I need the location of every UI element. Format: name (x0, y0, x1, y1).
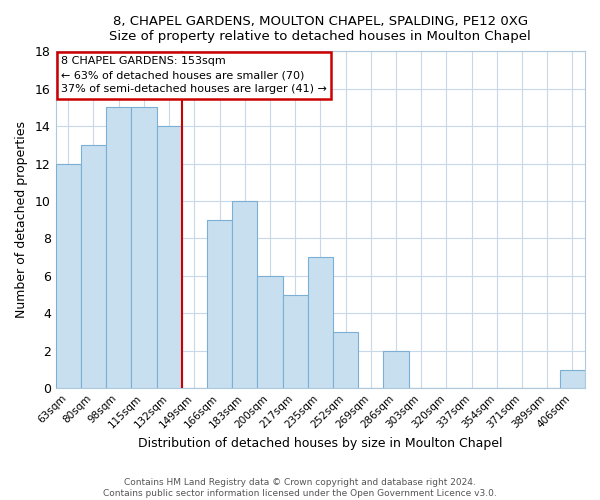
Bar (106, 108, 131, 388)
X-axis label: Distribution of detached houses by size in Moulton Chapel: Distribution of detached houses by size … (138, 437, 503, 450)
Bar (207, 220, 232, 388)
Bar (560, 370, 585, 388)
Bar (283, 294, 308, 388)
Text: 8 CHAPEL GARDENS: 153sqm
← 63% of detached houses are smaller (70)
37% of semi-d: 8 CHAPEL GARDENS: 153sqm ← 63% of detach… (61, 56, 327, 94)
Bar (157, 126, 182, 388)
Bar (308, 257, 333, 388)
Bar (81, 145, 106, 388)
Bar (333, 332, 358, 388)
Bar (232, 201, 257, 388)
Title: 8, CHAPEL GARDENS, MOULTON CHAPEL, SPALDING, PE12 0XG
Size of property relative : 8, CHAPEL GARDENS, MOULTON CHAPEL, SPALD… (109, 15, 531, 43)
Bar (131, 108, 157, 388)
Bar (257, 276, 283, 388)
Y-axis label: Number of detached properties: Number of detached properties (15, 121, 28, 318)
Text: Contains HM Land Registry data © Crown copyright and database right 2024.
Contai: Contains HM Land Registry data © Crown c… (103, 478, 497, 498)
Bar (56, 164, 81, 388)
Bar (383, 351, 409, 389)
